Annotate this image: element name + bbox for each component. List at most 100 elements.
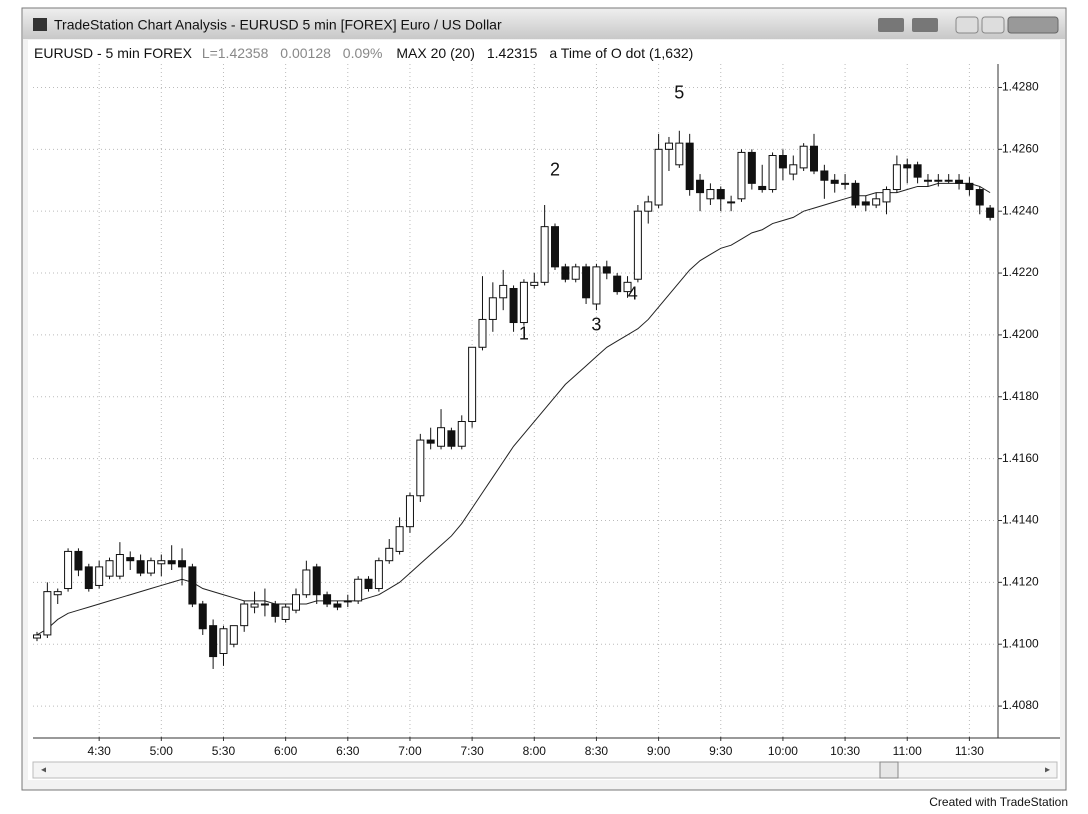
- y-tick-label: 1.4100: [1002, 636, 1039, 650]
- y-tick-label: 1.4240: [1002, 203, 1039, 217]
- candle-body: [146, 560, 155, 574]
- candle-body: [944, 179, 953, 182]
- candle-body: [882, 189, 891, 203]
- candle-body: [364, 578, 373, 590]
- y-tick-label: 1.4220: [1002, 265, 1039, 279]
- candle-body: [312, 566, 321, 596]
- x-tick-label: 5:30: [212, 744, 236, 758]
- y-tick-label: 1.4120: [1002, 575, 1039, 589]
- candle-body: [810, 145, 818, 172]
- candle-body: [250, 603, 259, 608]
- candle-body: [395, 526, 404, 552]
- candle-body: [374, 560, 383, 590]
- candle-body: [323, 594, 332, 605]
- candle-body: [437, 427, 446, 447]
- candle-body: [903, 164, 912, 169]
- symbol: EURUSD - 5 min FOREX: [34, 45, 193, 61]
- candle-body: [861, 201, 870, 206]
- x-tick-label: 6:00: [274, 744, 298, 758]
- y-tick-label: 1.4080: [1002, 698, 1039, 712]
- candle-body: [260, 603, 269, 606]
- candle-body: [509, 288, 518, 324]
- candle-body: [955, 179, 964, 184]
- close-button[interactable]: [1007, 16, 1059, 34]
- plot: 1.4080 1.4100 1.4120 1.4140 1.4160 1.4180 1.42…: [33, 64, 1039, 758]
- candle-body: [219, 628, 228, 654]
- candle-body: [737, 151, 746, 200]
- minimize-button[interactable]: [955, 16, 979, 34]
- scroll-left[interactable]: ◂: [41, 765, 46, 776]
- candle-body: [892, 164, 901, 191]
- candle-body: [478, 318, 487, 348]
- candle-body: [302, 569, 311, 596]
- candle-body: [706, 189, 715, 200]
- candle-body: [333, 603, 342, 608]
- candle-body: [975, 189, 984, 206]
- x-tick-label: 6:30: [336, 744, 360, 758]
- candle-body: [582, 266, 591, 299]
- wave-label: 5: [674, 82, 684, 102]
- candle-body: [913, 164, 922, 178]
- candle-body: [281, 606, 290, 620]
- candle-body: [343, 600, 352, 603]
- app-icon: [33, 18, 47, 31]
- candle-body: [115, 554, 124, 577]
- header-line: EURUSD - 5 min FOREX L=1.42358 0.00128 0…: [34, 45, 693, 61]
- candle-body: [271, 603, 280, 617]
- y-tick-label: 1.4180: [1002, 389, 1039, 403]
- candle-body: [768, 155, 777, 191]
- candle-body: [426, 439, 435, 444]
- candle-body: [778, 155, 787, 169]
- candle-body: [240, 603, 249, 627]
- candle-body: [136, 560, 145, 574]
- wave-label: 2: [550, 160, 560, 180]
- x-tick-label: 5:00: [150, 744, 174, 758]
- candle-body: [623, 281, 632, 293]
- x-tick-label: 8:30: [585, 744, 609, 758]
- y-tick-label: 1.4260: [1002, 141, 1039, 155]
- x-tick-label: 4:30: [87, 744, 111, 758]
- candle-body: [675, 142, 684, 166]
- scrollbar[interactable]: [32, 761, 1058, 779]
- candle-body: [613, 275, 622, 293]
- y-tick-label: 1.4140: [1002, 513, 1039, 527]
- candle-body: [747, 151, 756, 184]
- candle-body: [157, 560, 166, 565]
- scroll-right[interactable]: ▸: [1045, 765, 1050, 776]
- candle-body: [33, 634, 41, 639]
- candle-body: [633, 210, 642, 280]
- candle-body: [820, 170, 829, 181]
- indicator: MAX 20 (20): [396, 45, 475, 61]
- candle-body: [178, 560, 187, 568]
- candle-body: [74, 550, 83, 571]
- x-tick-label: 7:30: [460, 744, 484, 758]
- candle-body: [685, 142, 694, 191]
- candle-body: [95, 566, 104, 586]
- candle-body: [53, 591, 62, 596]
- candle-body: [758, 185, 767, 191]
- maximize-button[interactable]: [981, 16, 1005, 34]
- candle-body: [416, 439, 425, 497]
- candle-body: [789, 164, 798, 175]
- candle-body: [468, 346, 477, 423]
- candle-body: [965, 182, 974, 191]
- candle-body: [934, 179, 943, 182]
- toolbar-button[interactable]: [878, 18, 904, 32]
- candle-body: [488, 297, 497, 320]
- candle-body: [571, 266, 580, 280]
- wave-label: 1: [519, 324, 529, 344]
- candle-body: [405, 495, 414, 528]
- candle-body: [540, 226, 549, 283]
- candle-body: [457, 421, 466, 447]
- candle-body: [799, 145, 808, 169]
- candle-body: [198, 603, 207, 630]
- x-tick-label: 10:00: [768, 744, 798, 758]
- candle-body: [602, 266, 611, 274]
- last-price: L=1.42358: [202, 45, 269, 61]
- scroll-thumb[interactable]: [879, 761, 899, 779]
- candle-body: [519, 281, 528, 324]
- candle-body: [716, 189, 725, 200]
- toolbar-button[interactable]: [912, 18, 938, 32]
- y-tick-label: 1.4200: [1002, 327, 1039, 341]
